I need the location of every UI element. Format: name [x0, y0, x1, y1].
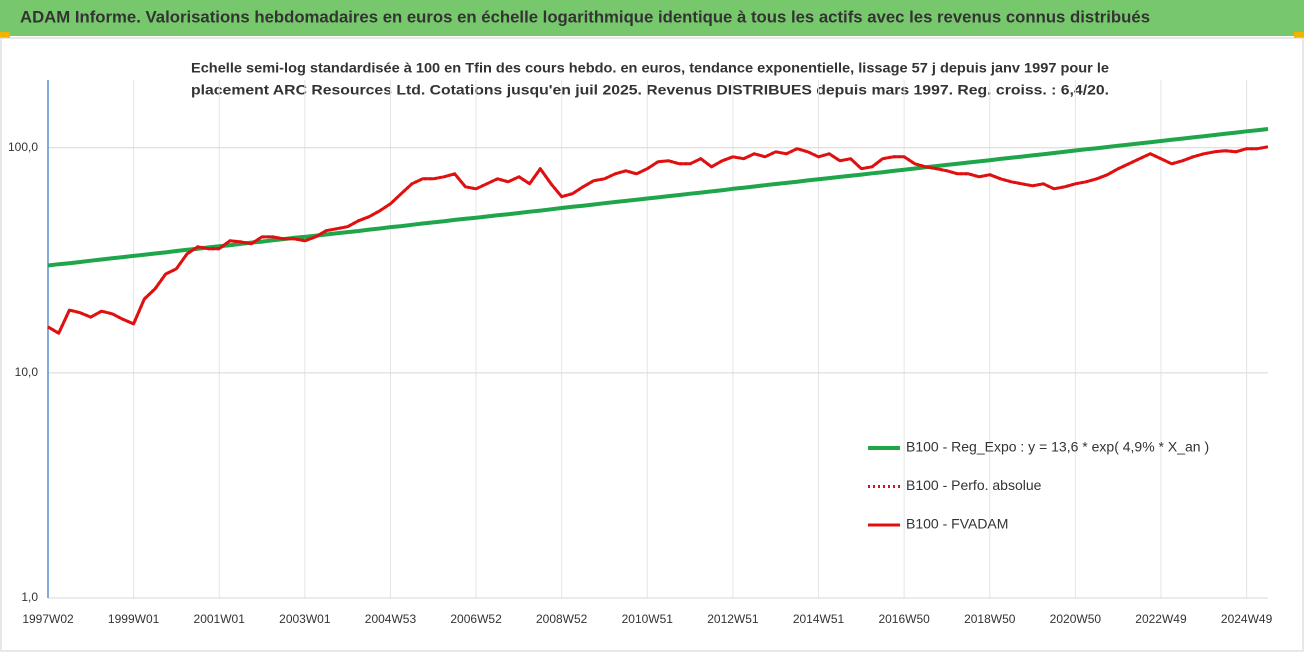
x-tick-label: 2014W51	[793, 612, 845, 626]
chart-title: ADAM Informe. Valorisations hebdomadaire…	[20, 7, 1150, 26]
x-tick-label: 1999W01	[108, 612, 160, 626]
y-tick-label: 10,0	[15, 365, 39, 379]
x-tick-label: 2022W49	[1135, 612, 1187, 626]
x-tick-label: 2010W51	[622, 612, 674, 626]
legend-label: B100 - Perfo. absolue	[906, 477, 1042, 493]
x-tick-label: 2008W52	[536, 612, 588, 626]
x-tick-label: 2003W01	[279, 612, 331, 626]
x-tick-label: 2018W50	[964, 612, 1016, 626]
series-line	[47, 145, 1269, 335]
x-tick-label: 2004W53	[365, 612, 417, 626]
x-tick-label: 2016W50	[878, 612, 930, 626]
legend-label: B100 - FVADAM	[906, 516, 1008, 532]
corner	[0, 32, 10, 38]
legend-label: B100 - Reg_Expo : y = 13,6 * exp( 4,9% *…	[906, 439, 1209, 455]
y-tick-label: 100,0	[8, 140, 38, 154]
x-tick-label: 2020W50	[1050, 612, 1102, 626]
subtitle: placement ARC Resources Ltd. Cotations j…	[191, 82, 1109, 98]
header-band	[0, 0, 1304, 36]
x-tick-label: 2006W52	[450, 612, 502, 626]
panel	[0, 37, 1304, 652]
y-tick-label: 1,0	[21, 590, 38, 604]
x-tick-label: 2024W49	[1221, 612, 1273, 626]
x-tick-label: 1997W02	[22, 612, 74, 626]
corner	[1294, 32, 1304, 38]
x-tick-label: 2012W51	[707, 612, 759, 626]
subtitle: Echelle semi-log standardisée à 100 en T…	[191, 60, 1109, 76]
x-tick-label: 2001W01	[194, 612, 246, 626]
